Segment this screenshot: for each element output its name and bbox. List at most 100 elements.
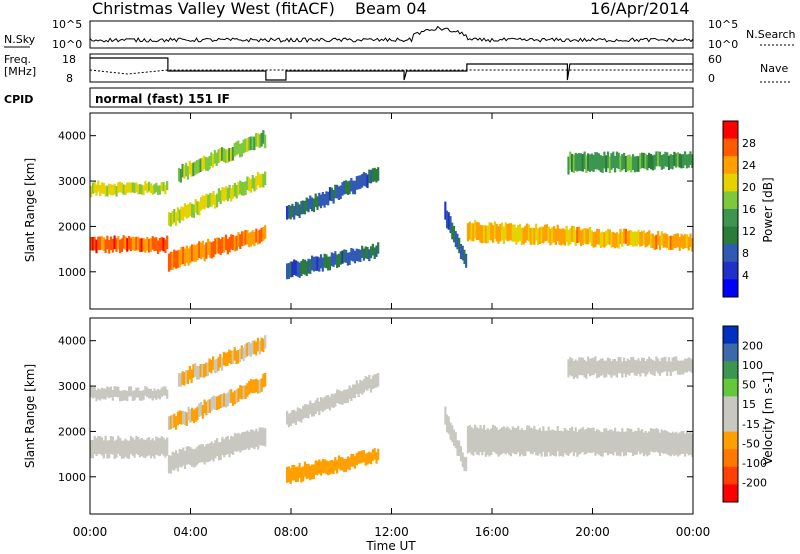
vel-colorbar-swatch <box>723 378 738 397</box>
vel-band-6-cell <box>341 391 344 405</box>
vel-band-8-cell <box>504 427 507 455</box>
power-band-6-cell <box>330 187 333 202</box>
vel-band-2-cell <box>194 448 197 467</box>
power-band-4-cell <box>239 143 242 158</box>
power-band-1-cell <box>158 185 161 195</box>
vel-band-2-cell <box>244 431 247 450</box>
power-band-1-cell <box>135 182 138 193</box>
power-band-1-cell <box>93 181 96 193</box>
vel-band-9-cell <box>644 361 647 377</box>
vel-colorbar-tick: -15 <box>742 418 760 431</box>
vel-band-4-cell <box>210 359 213 374</box>
power-band-8-cell <box>682 235 685 250</box>
vel-band-0-cell <box>124 438 127 457</box>
power-band-5-cell <box>368 249 371 262</box>
vel-band-2-cell <box>203 446 206 465</box>
power-band-2-cell <box>212 241 215 258</box>
vel-band-9-cell <box>637 358 640 374</box>
power-band-3-cell <box>173 209 176 223</box>
power-band-0-cell <box>124 236 127 250</box>
vel-band-8-cell <box>484 429 487 457</box>
vel-band-5-cell <box>296 466 299 482</box>
vel-band-2-cell <box>237 432 240 451</box>
vel-band-6-cell <box>294 411 298 425</box>
vel-band-6-cell <box>303 404 307 418</box>
power-band-1-cell <box>120 182 123 194</box>
power-band-5-cell <box>337 253 340 268</box>
power-band-2-cell <box>175 250 178 269</box>
vel-band-3-cell <box>185 412 188 426</box>
power-band-3-cell <box>221 187 224 201</box>
power-band-5-cell <box>336 254 339 268</box>
power-band-3-cell <box>251 175 254 189</box>
vel-band-3-cell <box>228 389 231 404</box>
power-band-3-cell <box>196 201 199 215</box>
vel-band-9-cell <box>601 358 604 376</box>
power-band-0-cell <box>93 236 96 251</box>
vel-band-8-cell <box>583 429 586 455</box>
vel-band-6-cell <box>375 373 378 388</box>
power-band-3-cell <box>212 191 215 205</box>
vel-band-3-cell <box>173 413 176 428</box>
vel-band-9-cell <box>682 360 685 375</box>
vel-band-1-cell <box>149 388 152 399</box>
power-band-2-cell <box>178 249 181 268</box>
power-band-5-cell <box>362 248 365 261</box>
power-band-3-cell <box>237 181 240 196</box>
power-band-4-cell <box>208 155 211 170</box>
power-band-9-cell <box>644 153 647 169</box>
power-band-5-cell <box>291 261 294 278</box>
power-band-9-cell <box>623 152 626 169</box>
power-band-2-cell <box>228 237 231 253</box>
vel-band-0-cell <box>119 438 122 457</box>
vel-band-4-cell <box>188 365 191 380</box>
vel-band-5-cell <box>364 453 367 466</box>
power-band-8-cell <box>583 227 586 244</box>
vel-band-7-cell <box>465 457 468 472</box>
vel-band-4-cell <box>247 341 251 356</box>
power-band-0-cell <box>97 236 100 251</box>
vel-band-9-cell <box>621 361 624 378</box>
vel-band-5-cell <box>336 460 339 474</box>
vel-band-1-cell <box>100 387 104 399</box>
power-ytick-label: 4000 <box>58 130 86 143</box>
freq-panel: Freq. [MHz] 18 8 60 0 Nave <box>4 53 790 85</box>
vel-band-2-cell <box>255 428 258 447</box>
vel-band-2-cell <box>217 442 220 461</box>
vel-band-0-cell <box>128 440 131 459</box>
power-band-4-cell <box>219 148 222 162</box>
vel-band-4-cell <box>181 371 184 385</box>
velocity-colorbar-label: Velocity [m s-1] <box>761 371 775 465</box>
vel-band-8-cell <box>549 430 552 457</box>
vel-band-4-cell <box>258 340 261 355</box>
power-band-6-cell <box>377 167 380 181</box>
vel-band-6-cell <box>314 400 317 414</box>
vel-band-8-cell <box>608 429 611 454</box>
vel-band-6-cell <box>368 374 371 389</box>
date-label: 16/Apr/2014 <box>590 0 690 18</box>
vel-band-9-cell <box>597 360 601 378</box>
vel-band-8-cell <box>531 428 534 455</box>
power-colorbar-label: Power [dB] <box>761 177 775 242</box>
power-band-8-cell <box>556 224 559 241</box>
vel-band-2-cell <box>246 430 249 449</box>
vel-band-8-cell <box>612 431 615 456</box>
vel-band-8-cell <box>472 428 475 456</box>
power-band-8-cell <box>540 226 543 244</box>
power-band-9-cell <box>569 151 572 170</box>
vel-band-0-cell <box>99 436 102 455</box>
power-band-3-cell <box>208 193 212 207</box>
vel-band-6-cell <box>371 375 374 389</box>
vel-band-2-cell <box>249 429 252 448</box>
vel-band-0-cell <box>137 436 140 455</box>
vel-band-4-cell <box>201 363 204 378</box>
power-band-8-cell <box>515 227 518 245</box>
power-band-1-cell <box>91 182 94 194</box>
power-band-1-cell <box>157 185 160 195</box>
power-band-9-cell <box>642 152 645 169</box>
power-band-8-cell <box>628 230 631 246</box>
power-band-8-cell <box>587 228 590 245</box>
power-band-1-cell <box>104 185 107 197</box>
vel-band-3-cell <box>221 394 224 408</box>
power-band-1-cell <box>138 184 142 194</box>
